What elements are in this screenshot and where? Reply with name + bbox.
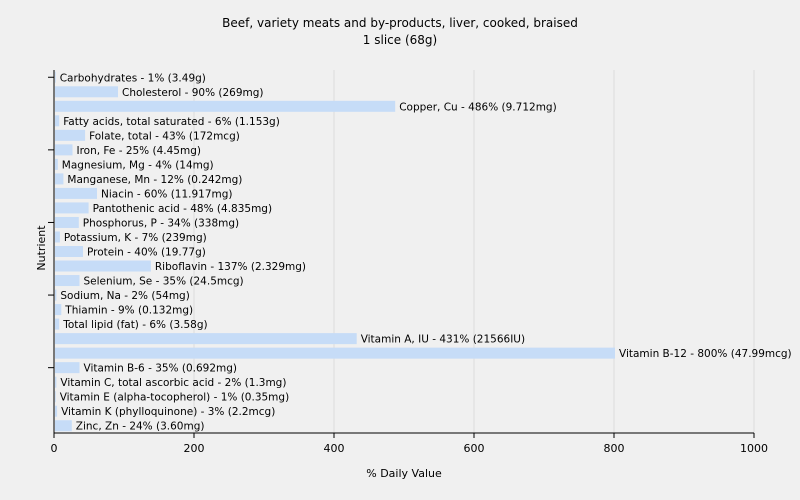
bar-label: Sodium, Na - 2% (54mg) (60, 290, 189, 302)
bar (55, 173, 64, 185)
bar-label: Folate, total - 43% (172mcg) (89, 130, 240, 142)
bar (55, 260, 151, 272)
bar-label: Carbohydrates - 1% (3.49g) (60, 72, 206, 84)
bar (55, 144, 73, 156)
x-tick-label: 800 (604, 442, 625, 455)
bar-label: Iron, Fe - 25% (4.45mg) (77, 145, 201, 157)
bar-label: Vitamin B-6 - 35% (0.692mg) (84, 363, 238, 375)
axes-group: 0 200 400 600 800 1000 (48, 70, 768, 455)
bar (55, 376, 57, 388)
bar-label: Zinc, Zn - 24% (3.60mg) (76, 421, 205, 433)
y-axis-label: Nutrient (35, 225, 48, 271)
bar (55, 391, 56, 403)
chart-subtitle: 1 slice (68g) (363, 33, 437, 47)
bar (55, 129, 86, 141)
x-tick-label: 200 (184, 442, 205, 455)
gridlines (193, 70, 755, 433)
bar-label: Fatty acids, total saturated - 6% (1.153… (63, 116, 280, 128)
bar-label: Cholesterol - 90% (269mg) (122, 87, 264, 99)
x-tick-label: 1000 (740, 442, 768, 455)
bar (55, 246, 83, 257)
bar-label: Vitamin K (phylloquinone) - 3% (2.2mcg) (61, 406, 275, 418)
bar (55, 115, 60, 127)
bar (55, 289, 57, 301)
x-tick-label: 600 (464, 442, 485, 455)
bar-label: Riboflavin - 137% (2.329mg) (155, 261, 306, 273)
bar (55, 405, 58, 417)
bar (55, 187, 97, 199)
bar-label: Vitamin E (alpha-tocopherol) - 1% (0.35m… (60, 392, 290, 404)
x-tick-label: 400 (324, 442, 345, 455)
bar (55, 362, 80, 374)
bar-label: Manganese, Mn - 12% (0.242mg) (67, 174, 242, 186)
bar-label: Vitamin A, IU - 431% (21566IU) (361, 334, 525, 346)
bar-label: Total lipid (fat) - 6% (3.58g) (62, 319, 207, 331)
bar (55, 71, 56, 83)
bar-label: Pantothenic acid - 48% (4.835mg) (93, 203, 272, 215)
bar (55, 275, 80, 287)
bar (55, 216, 79, 228)
bar (55, 100, 396, 112)
bar (55, 231, 60, 243)
bar-label: Protein - 40% (19.77g) (87, 247, 206, 259)
chart-title: Beef, variety meats and by-products, liv… (222, 16, 578, 30)
bar (55, 420, 72, 432)
x-axis-label: % Daily Value (366, 467, 442, 480)
bar-label: Magnesium, Mg - 4% (14mg) (62, 159, 214, 171)
bar-label: Copper, Cu - 486% (9.712mg) (399, 101, 557, 113)
bar (55, 347, 615, 359)
bars-group: Carbohydrates - 1% (3.49g) Cholesterol - … (55, 71, 792, 433)
bar (55, 158, 58, 170)
bar-label: Niacin - 60% (11.917mg) (101, 188, 233, 200)
bar-label: Vitamin C, total ascorbic acid - 2% (1.3… (60, 377, 286, 389)
bar-label: Selenium, Se - 35% (24.5mcg) (84, 276, 244, 288)
bar-label: Vitamin B-12 - 800% (47.99mcg) (619, 348, 792, 360)
bar-label: Thiamin - 9% (0.132mg) (64, 305, 193, 317)
bar-label: Phosphorus, P - 34% (338mg) (83, 217, 239, 229)
bar (55, 333, 357, 345)
bar (55, 304, 62, 316)
bar-label: Potassium, K - 7% (239mg) (64, 232, 207, 244)
bar (55, 86, 118, 98)
x-tick-label: 0 (51, 442, 58, 455)
bar (55, 202, 89, 214)
bar (55, 318, 60, 330)
